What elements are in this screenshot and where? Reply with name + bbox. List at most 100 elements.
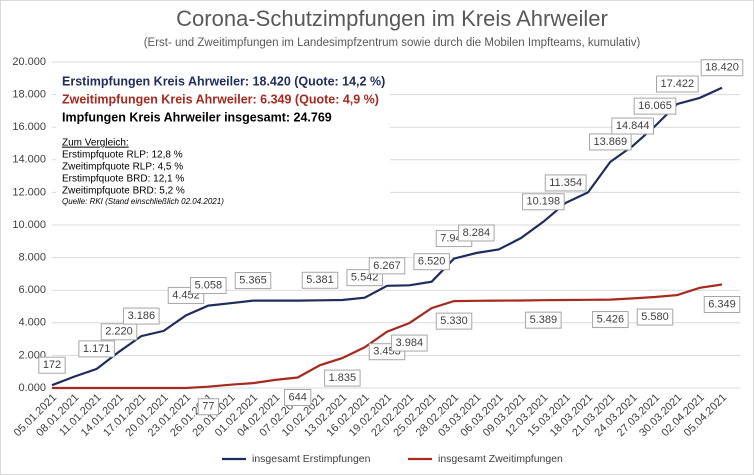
data-label-group: 6.267 [368, 257, 406, 275]
data-label-box [592, 311, 629, 329]
data-label-box [324, 369, 361, 387]
info-box [56, 66, 390, 212]
data-label: 5.426 [597, 313, 625, 325]
data-label: 172 [43, 359, 61, 371]
y-tick-label: 16.000 [12, 121, 46, 133]
data-label-box [391, 334, 428, 352]
data-label: 13.869 [594, 136, 628, 148]
data-label-box [633, 97, 677, 115]
data-label-group: 5.389 [525, 311, 562, 329]
data-label-group: 5.580 [636, 308, 674, 326]
data-label-box [700, 59, 744, 77]
annotation: Impfungen Kreis Ahrweiler insgesamt: 24.… [62, 110, 332, 124]
data-label-box [544, 174, 587, 192]
chart-subtitle: (Erst- und Zweitimpfungen im Landesimpfz… [144, 37, 641, 49]
annotation: Zweitimpfquote RLP: 4,5 % [62, 162, 183, 173]
data-label-group: 5.426 [592, 311, 629, 329]
data-label: 2.220 [105, 326, 133, 338]
data-label-group: 18.420 [700, 59, 744, 77]
plot: 0.0002.0004.0006.0008.00010.00012.00014.… [12, 56, 744, 439]
y-tick-label: 0.000 [18, 382, 46, 394]
data-label-group: 5.058 [190, 277, 227, 295]
data-label-group: 10.198 [522, 193, 565, 211]
chart-title: Corona-Schutzimpfungen im Kreis Ahrweile… [176, 6, 608, 31]
data-label-group: 172 [38, 356, 66, 374]
data-label-group: 5.381 [301, 271, 339, 289]
data-label: 5.389 [530, 314, 558, 326]
data-label-group: 5.330 [435, 312, 473, 330]
data-label-group: 13.869 [589, 133, 632, 151]
series-line [51, 86, 723, 387]
data-label-group: 3.186 [123, 307, 160, 325]
data-label-box [636, 308, 674, 326]
y-tick-label: 6.000 [18, 284, 46, 296]
data-label: 14.844 [616, 120, 650, 132]
data-label-group: 1.171 [78, 340, 115, 358]
data-label-group: 16.065 [633, 97, 677, 115]
data-label: 5.058 [195, 279, 223, 291]
annotation: Erstimpfquote BRD: 12,1 % [62, 174, 184, 185]
data-label: 16.065 [638, 100, 672, 112]
data-label: 5.580 [641, 311, 669, 323]
data-label: 6.349 [708, 298, 736, 310]
data-label: 644 [288, 391, 306, 403]
data-label: 11.354 [549, 177, 582, 189]
data-label-box [190, 277, 227, 295]
data-label-box [100, 323, 138, 341]
data-label-group: 14.844 [611, 117, 654, 135]
data-label-group: 8.284 [458, 224, 495, 242]
data-label-box [368, 257, 406, 275]
annotation: Zum Vergleich: [62, 138, 129, 149]
data-label: 5.542 [351, 272, 379, 284]
data-label: 3.984 [396, 337, 424, 349]
data-label-box [522, 193, 565, 211]
data-label: 10.198 [527, 196, 561, 208]
data-label-box [458, 224, 495, 242]
data-label-group: 17.422 [656, 75, 699, 93]
y-tick-label: 4.000 [18, 317, 46, 329]
data-label: 5.330 [440, 315, 468, 327]
data-label-box [234, 272, 272, 290]
data-label-group: 644 [283, 389, 312, 407]
annotation: Quelle: RKI (Stand einschließlich 02.04.… [62, 197, 224, 206]
data-label: 17.422 [661, 78, 695, 90]
data-label: 6.267 [373, 260, 401, 272]
data-label-group: 6.349 [703, 296, 741, 314]
data-label-group: 11.354 [544, 174, 587, 192]
data-label-box [525, 311, 562, 329]
data-label-group: 6.520 [413, 253, 450, 271]
data-label-box [301, 271, 339, 289]
data-label-group: 77 [197, 398, 219, 416]
annotation: Erstimpfquote RLP: 12,8 % [62, 150, 183, 161]
legend-label: insgesamt Zweitimpfungen [438, 453, 563, 465]
legend-label: insgesamt Erstimpfungen [252, 453, 371, 465]
data-label-group: 2.220 [100, 323, 138, 341]
data-label-box [197, 398, 219, 416]
data-label-box [435, 312, 473, 330]
data-label-box [611, 117, 654, 135]
data-label: 6.520 [418, 256, 446, 268]
annotation: Zweitimpfungen Kreis Ahrweiler: 6.349 (Q… [62, 92, 379, 106]
data-label: 8.284 [463, 227, 491, 239]
annotation: Zweitimpfquote BRD: 5,2 % [62, 186, 185, 197]
data-label-box [283, 389, 312, 407]
data-label: 1.171 [83, 343, 111, 355]
data-label-box [78, 340, 115, 358]
series-line [52, 283, 723, 390]
data-label-box [38, 356, 66, 374]
data-label-group: 3.984 [391, 334, 428, 352]
y-tick-label: 10.000 [12, 219, 46, 231]
y-tick-label: 14.000 [12, 154, 46, 166]
data-label-box [656, 75, 699, 93]
data-label-box [589, 133, 632, 151]
data-label: 1.835 [329, 372, 357, 384]
legend: insgesamt Erstimpfungen insgesamt Zweitim… [222, 453, 563, 465]
y-tick-label: 18.000 [12, 89, 46, 101]
y-tick-label: 20.000 [12, 56, 46, 68]
data-label: 5.365 [239, 274, 267, 286]
annotation: Erstimpfungen Kreis Ahrweiler: 18.420 (Q… [62, 74, 385, 88]
data-label-group: 5.365 [234, 272, 272, 290]
data-label-box [123, 307, 160, 325]
data-label: 3.186 [128, 310, 156, 322]
